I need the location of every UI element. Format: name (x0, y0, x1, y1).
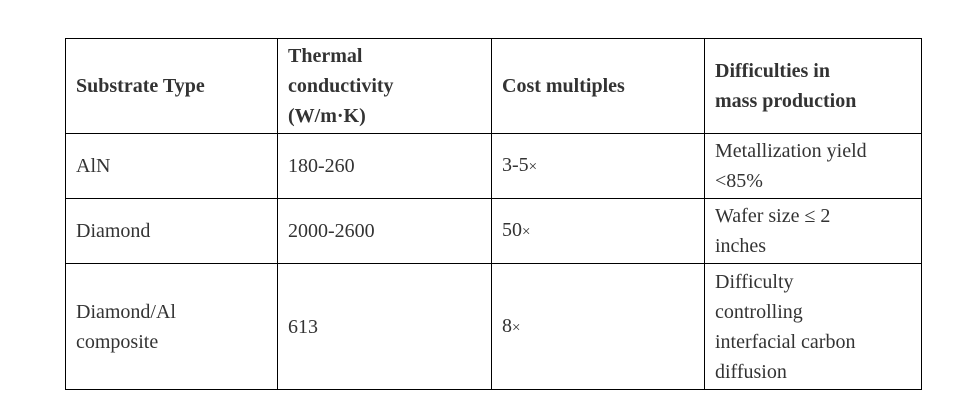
header-cost-multiples-label: Cost multiples (502, 75, 625, 97)
cell-cost-multiples: 50× (491, 198, 705, 264)
substrate-value: Diamond (76, 220, 151, 242)
table-header-row: Substrate Type Thermal conductivity (W/m… (65, 38, 922, 134)
difficulty-value: Difficulty controlling interfacial carbo… (715, 270, 856, 383)
difficulty-value: Metallization yield <85% (715, 140, 867, 192)
cell-difficulties: Wafer size ≤ 2 inches (704, 198, 922, 264)
multiply-symbol: × (522, 224, 531, 240)
header-thermal-conductivity: Thermal conductivity (W/m·K) (277, 38, 492, 134)
cell-substrate: AlN (65, 133, 278, 199)
header-difficulties: Difficulties in mass production (704, 38, 922, 134)
multiply-symbol: × (528, 159, 538, 175)
table-row: Diamond 2000-2600 50× Wafer size ≤ 2 inc… (65, 198, 922, 264)
table-row: AlN 180-260 3-5× Metallization yield <85… (65, 133, 922, 199)
cell-cost-multiples: 3-5× (491, 133, 705, 199)
cell-thermal-conductivity: 180-260 (277, 133, 492, 199)
header-substrate-type: Substrate Type (65, 38, 278, 134)
cost-value: 8 (502, 314, 512, 337)
cell-substrate: Diamond (65, 198, 278, 264)
thermal-conductivity-value: 180-260 (288, 155, 355, 177)
header-thermal-conductivity-label: Thermal conductivity (W/m·K) (288, 45, 394, 127)
substrate-value: AlN (76, 155, 111, 177)
cell-difficulties: Difficulty controlling interfacial carbo… (704, 263, 922, 390)
header-difficulties-label: Difficulties in mass production (715, 60, 857, 112)
header-cost-multiples: Cost multiples (491, 38, 705, 134)
difficulty-value: Wafer size ≤ 2 inches (715, 205, 831, 257)
substrate-comparison-table: Substrate Type Thermal conductivity (W/m… (65, 38, 922, 390)
cell-thermal-conductivity: 613 (277, 263, 492, 390)
table-row: Diamond/Al composite 613 8× Difficulty c… (65, 263, 922, 390)
substrate-value: Diamond/Al composite (76, 300, 176, 353)
cost-value: 3-5 (502, 154, 529, 176)
thermal-conductivity-value: 613 (288, 315, 318, 338)
cell-cost-multiples: 8× (491, 263, 705, 390)
multiply-symbol: × (512, 319, 521, 336)
cost-value: 50 (502, 219, 522, 241)
header-substrate-type-label: Substrate Type (76, 75, 205, 97)
thermal-conductivity-value: 2000-2600 (288, 220, 375, 242)
cell-substrate: Diamond/Al composite (65, 263, 278, 390)
cell-thermal-conductivity: 2000-2600 (277, 198, 492, 264)
cell-difficulties: Metallization yield <85% (704, 133, 922, 199)
